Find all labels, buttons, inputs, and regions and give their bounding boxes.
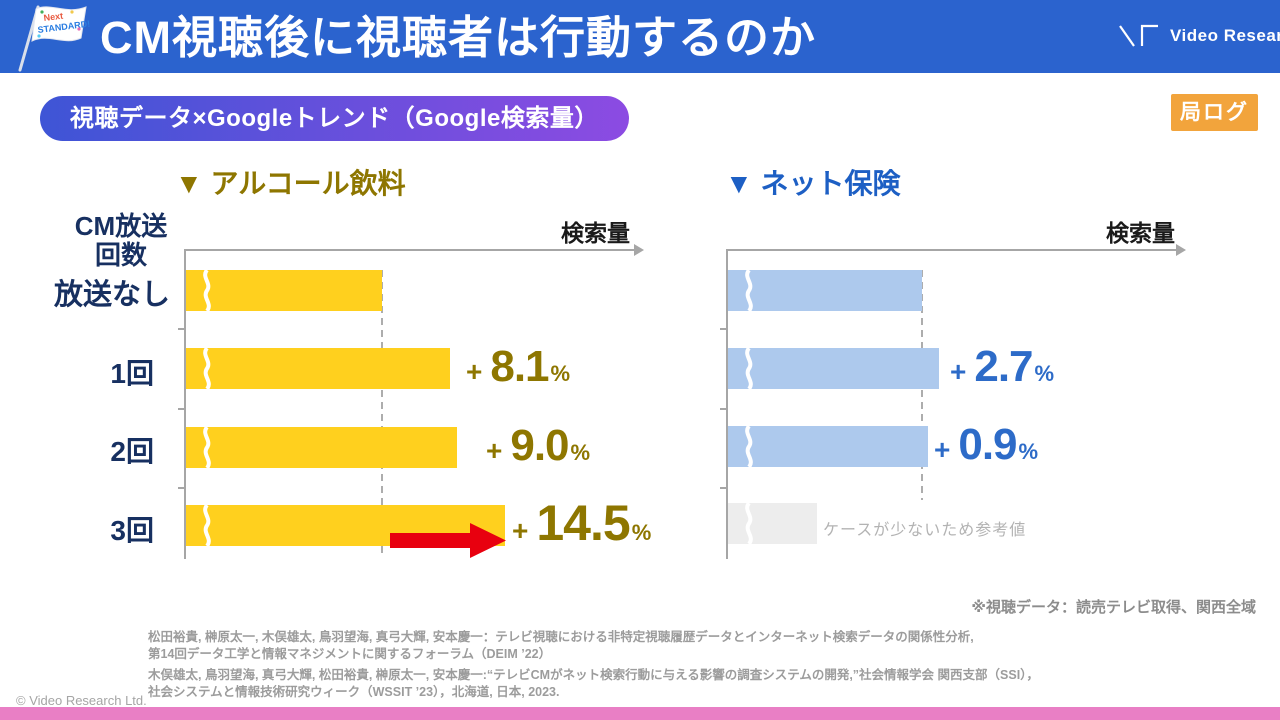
- y-axis-title: CM放送 回数: [62, 212, 180, 270]
- plus-sign: +: [466, 356, 483, 387]
- bar-insurance-none: [728, 270, 922, 311]
- axis-tick: [178, 487, 185, 489]
- axis-tick: [178, 408, 185, 410]
- axis-break-icon: [203, 505, 211, 546]
- x-axis-insurance: [727, 249, 1176, 251]
- x-axis-arrowhead-insurance: [1176, 244, 1186, 256]
- plus-sign: +: [934, 434, 951, 465]
- axis-break-icon: [203, 348, 211, 389]
- axis-tick: [720, 408, 727, 410]
- x-axis-alcohol: [185, 249, 634, 251]
- value-label-insurance-2: +0.9%: [934, 420, 1038, 470]
- plus-sign: +: [950, 356, 967, 387]
- value-number: 8.1: [490, 342, 549, 391]
- category-label-2: 2回: [110, 436, 154, 467]
- percent-sign: %: [1018, 439, 1039, 464]
- value-number: 2.7: [974, 342, 1033, 391]
- bar-alcohol-2: [186, 427, 457, 468]
- citation-1-line-2: 第14回データ工学と情報マネジメントに関するフォーラム（DEIM ’22）: [148, 647, 552, 661]
- citation-2-line-2: 社会システムと情報技術研究ウィーク（WSSIT ’23），北海道, 日本, 20…: [148, 685, 560, 699]
- bar-insurance-3-reference: [728, 503, 817, 544]
- video-research-logo: Video Research: [1118, 23, 1280, 49]
- vr-logo-icon: [1119, 24, 1158, 47]
- citation-2-line-1: 木俣雄太, 鳥羽望海, 真弓大輝, 松田裕貴, 榊原太一, 安本慶一:“テレビC…: [148, 668, 1039, 682]
- value-label-alcohol-1: +8.1%: [466, 342, 570, 392]
- y-axis-title-line2: 回数: [94, 240, 147, 270]
- citation-1-line-1: 松田裕貴, 榊原太一, 木俣雄太, 鳥羽望海, 真弓大輝, 安本慶一：テレビ視聴…: [148, 630, 974, 644]
- category-label-3: 3回: [110, 515, 154, 546]
- chart-title-alcohol: ▼ アルコール飲料: [175, 168, 406, 199]
- plus-sign: +: [512, 515, 529, 546]
- bar-insurance-2: [728, 426, 928, 467]
- citation-2: 木俣雄太, 鳥羽望海, 真弓大輝, 松田裕貴, 榊原太一, 安本慶一:“テレビC…: [148, 667, 1039, 701]
- dashed-baseline-alcohol: [381, 270, 383, 558]
- value-label-alcohol-3: +14.5%: [512, 494, 651, 552]
- flag-text-next: Next: [43, 11, 64, 23]
- axis-tick: [720, 328, 727, 330]
- page-title: CM視聴後に視聴者は行動するのか: [100, 12, 816, 63]
- value-number: 9.0: [510, 421, 569, 470]
- value-number: 0.9: [958, 420, 1017, 469]
- y-axis-title-line1: CM放送: [74, 211, 168, 241]
- x-axis-arrowhead-alcohol: [634, 244, 644, 256]
- value-label-alcohol-2: +9.0%: [486, 421, 590, 471]
- value-label-insurance-1: +2.7%: [950, 342, 1054, 392]
- data-source-note: ※視聴データ：読売テレビ取得、関西全域: [971, 599, 1256, 616]
- value-number: 14.5: [536, 495, 630, 551]
- axis-break-icon: [745, 426, 753, 467]
- category-label-1: 1回: [110, 358, 154, 389]
- y-axis-insurance: [726, 249, 728, 559]
- bar-alcohol-1: [186, 348, 450, 389]
- category-label-none: 放送なし: [53, 279, 170, 311]
- citation-1: 松田裕貴, 榊原太一, 木俣雄太, 鳥羽望海, 真弓大輝, 安本慶一：テレビ視聴…: [148, 629, 974, 663]
- axis-break-icon: [745, 503, 753, 544]
- method-badge: 視聴データ×Googleトレンド（Google検索量）: [40, 96, 629, 141]
- chart-title-insurance: ▼ ネット保険: [725, 168, 901, 199]
- axis-tick: [720, 487, 727, 489]
- x-axis-label-insurance: 検索量: [1106, 220, 1175, 246]
- axis-break-icon: [203, 427, 211, 468]
- axis-break-icon: [745, 348, 753, 389]
- plus-sign: +: [486, 435, 503, 466]
- percent-sign: %: [550, 361, 571, 386]
- reference-note: ケースが少ないため参考値: [823, 522, 1027, 539]
- percent-sign: %: [631, 520, 652, 545]
- percent-sign: %: [570, 440, 591, 465]
- bottom-accent-bar: [0, 707, 1280, 720]
- kyoku-log-badge: 局ログ: [1171, 94, 1258, 131]
- header-bar: Next STANDARD! CM視聴後に視聴者は行動するのか Video Re…: [0, 0, 1280, 73]
- axis-break-icon: [745, 270, 753, 311]
- bar-insurance-1: [728, 348, 939, 389]
- x-axis-label-alcohol: 検索量: [561, 220, 630, 246]
- red-arrow-icon: [390, 523, 506, 558]
- copyright-text: © Video Research Ltd.: [16, 693, 147, 708]
- percent-sign: %: [1034, 361, 1055, 386]
- axis-tick: [178, 328, 185, 330]
- y-axis-alcohol: [184, 249, 186, 559]
- vr-logo-text: Video Research: [1170, 26, 1280, 45]
- next-standard-flag-icon: Next STANDARD!: [18, 5, 91, 72]
- axis-break-icon: [203, 270, 211, 311]
- bar-alcohol-none: [186, 270, 382, 311]
